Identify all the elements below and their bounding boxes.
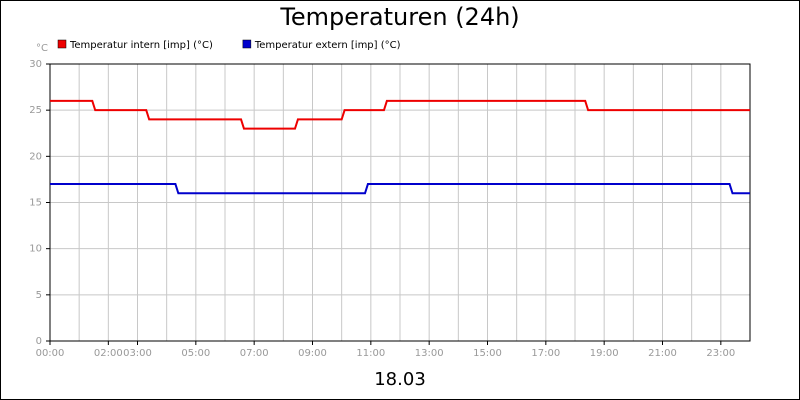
x-tick-label: 23:00	[706, 348, 735, 359]
x-tick-label: 03:00	[123, 348, 152, 359]
x-tick-label: 17:00	[531, 348, 560, 359]
y-axis-label: °C	[36, 43, 48, 54]
y-tick-label: 5	[36, 290, 42, 301]
y-tick-label: 15	[29, 198, 42, 209]
x-tick-label: 07:00	[240, 348, 269, 359]
plot-border	[49, 63, 751, 342]
x-tick-label: 09:00	[298, 348, 327, 359]
legend-swatch	[242, 39, 252, 49]
x-tick-label: 11:00	[356, 348, 385, 359]
x-tick-label: 19:00	[590, 348, 619, 359]
x-tick-label: 02:00	[94, 348, 123, 359]
data-line	[50, 183, 750, 195]
data-line	[50, 99, 750, 130]
y-tick-label: 0	[36, 336, 42, 347]
y-tick-label: 25	[29, 105, 42, 116]
y-tick-label: 20	[29, 151, 42, 162]
x-tick-label: 15:00	[473, 348, 502, 359]
x-tick-label: 05:00	[181, 348, 210, 359]
x-tick-label: 21:00	[648, 348, 677, 359]
chart-title: Temperaturen (24h)	[279, 3, 519, 31]
x-tick-label: 00:00	[36, 348, 65, 359]
legend-label: Temperatur intern [imp] (°C)	[69, 40, 213, 51]
y-tick-label: 10	[29, 244, 42, 255]
x-tick-label: 13:00	[415, 348, 444, 359]
legend-label: Temperatur extern [imp] (°C)	[254, 40, 401, 51]
x-axis-label: 18.03	[374, 369, 426, 390]
y-tick-label: 30	[29, 59, 42, 70]
legend-swatch	[57, 39, 67, 49]
